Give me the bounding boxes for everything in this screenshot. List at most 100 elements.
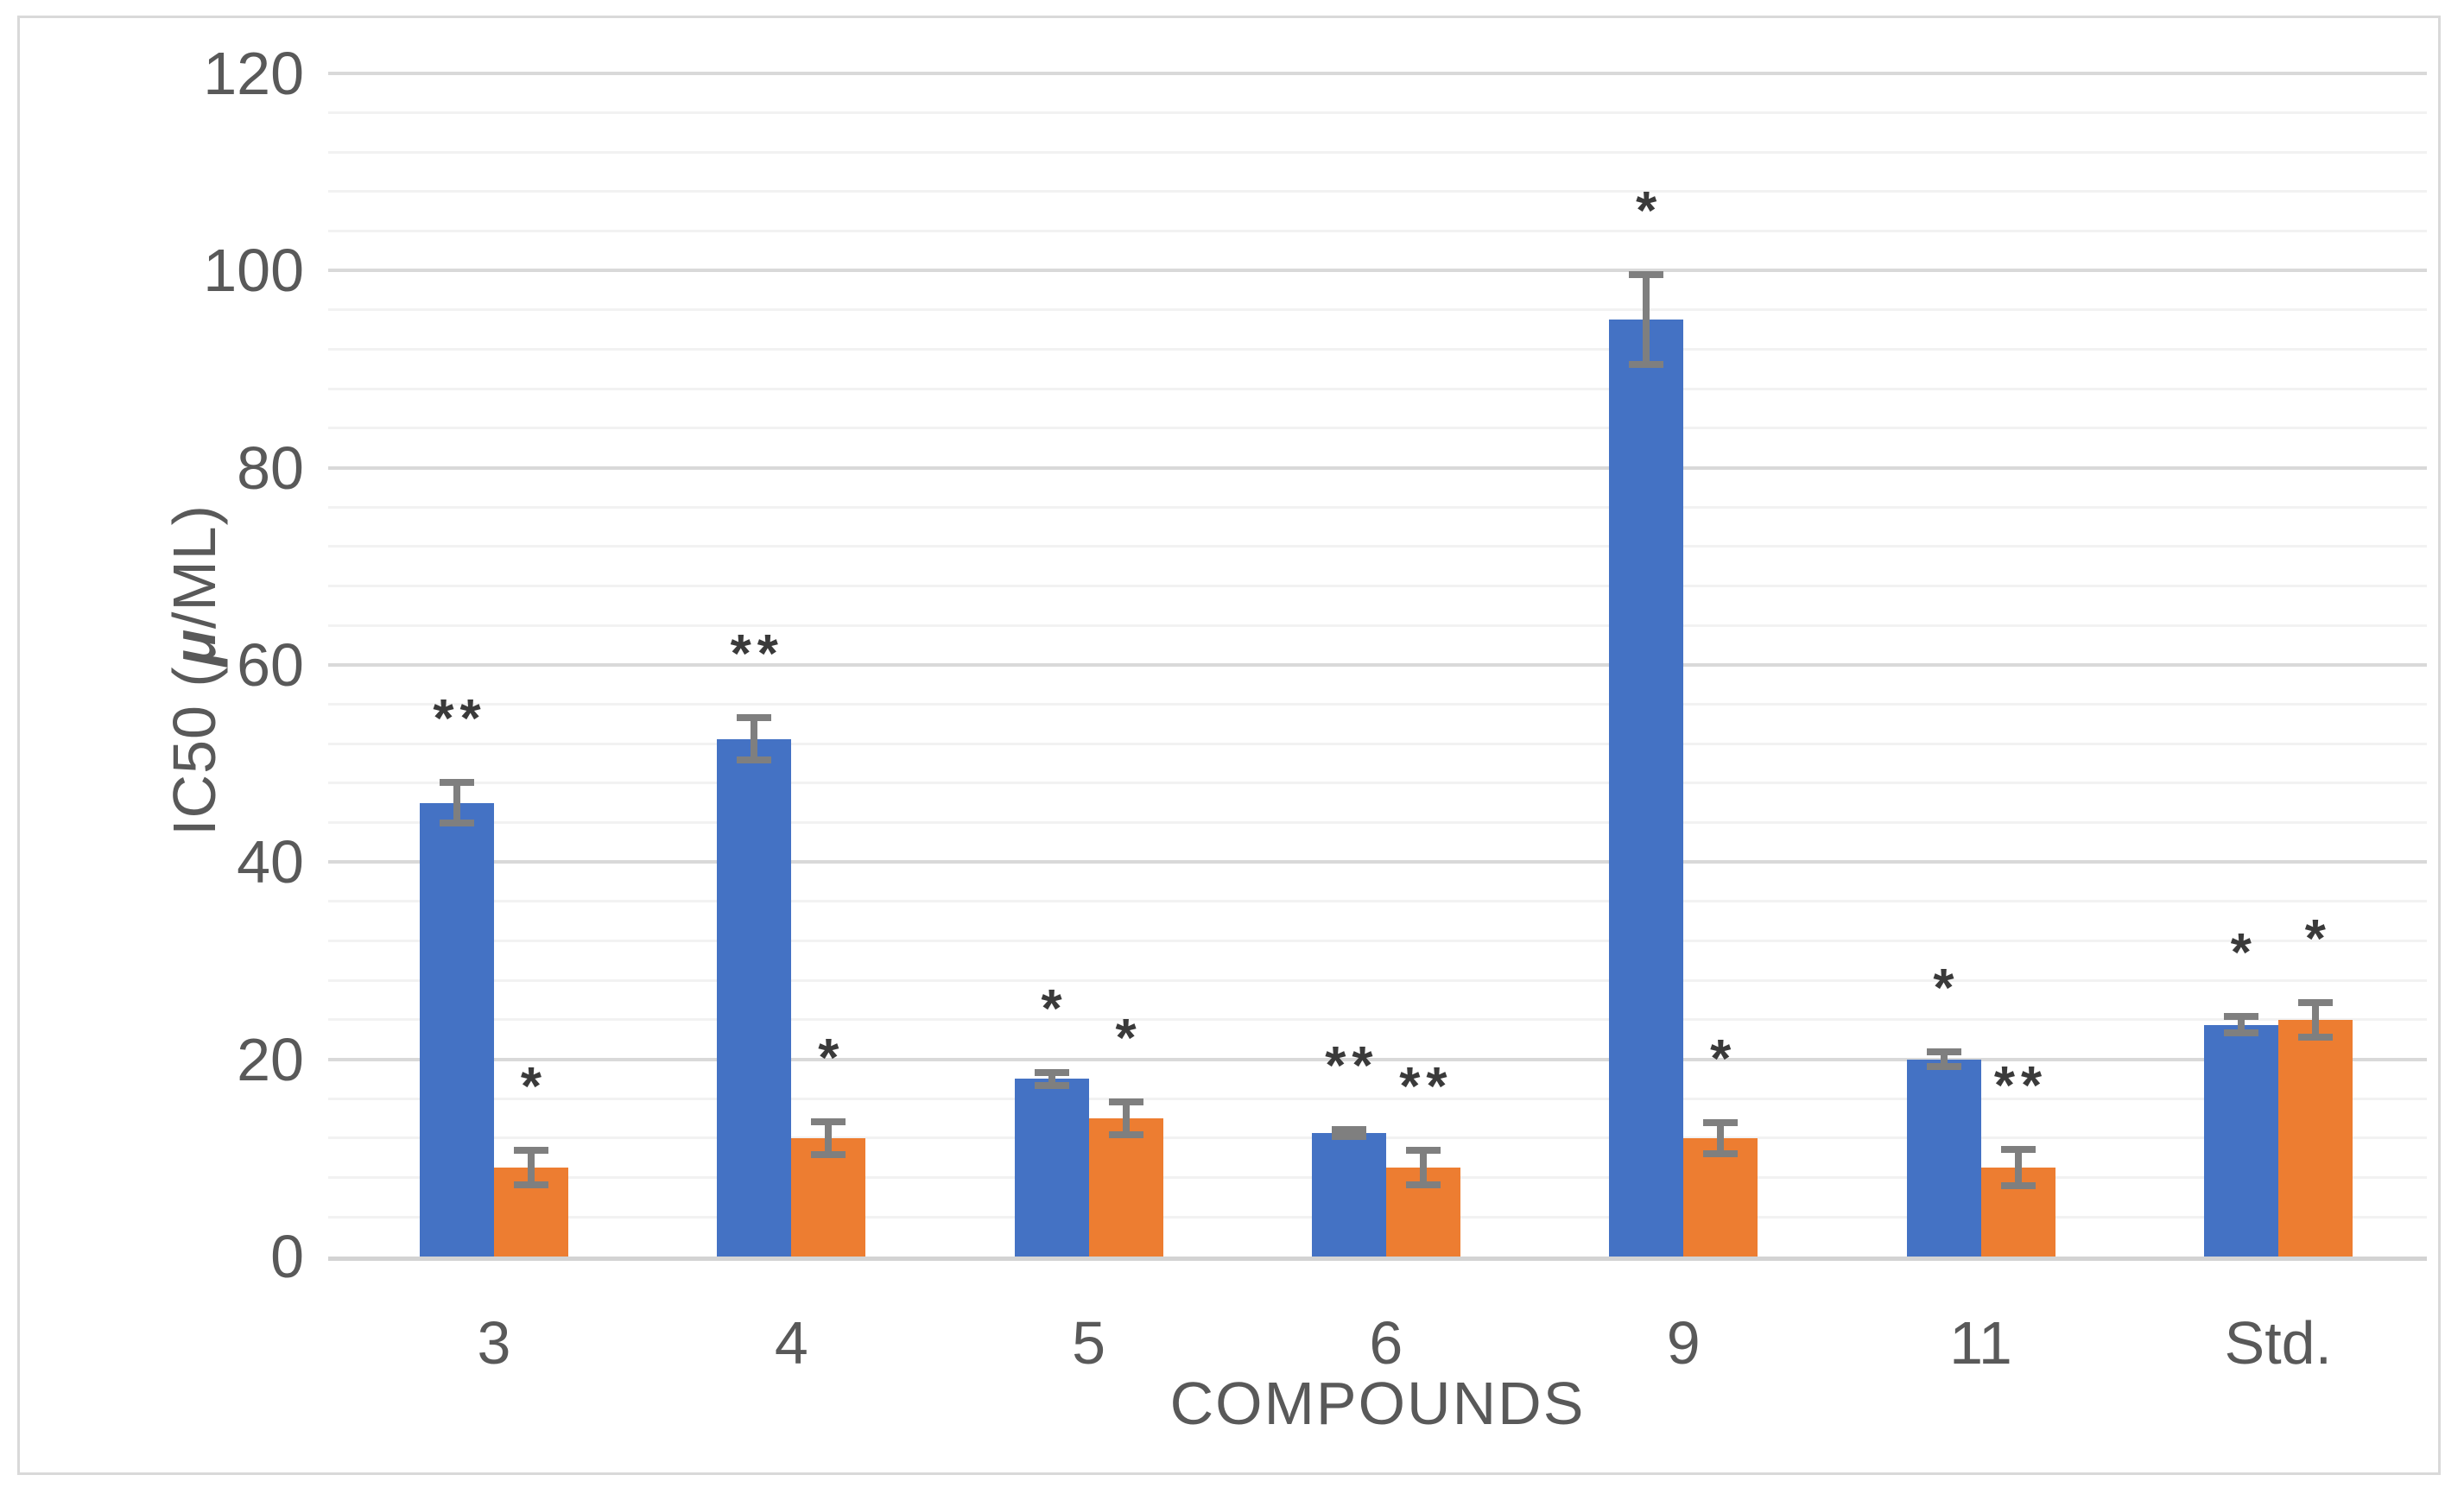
significance-blue-3: ** — [433, 689, 487, 750]
significance-orange-9: * — [1710, 1029, 1738, 1090]
gridline-minor — [328, 900, 2427, 903]
gridline-minor — [328, 940, 2427, 943]
error-bar-part — [2223, 1029, 2258, 1037]
error-bar-part — [1122, 1098, 1130, 1138]
error-bar-orange-Std. — [2297, 999, 2333, 1041]
error-bar-part — [811, 1118, 846, 1126]
error-bar-part — [2237, 1013, 2245, 1037]
error-bar-part — [2311, 999, 2319, 1041]
bar-blue-11 — [1906, 1059, 1981, 1257]
error-bar-part — [737, 714, 772, 722]
significance-orange-11: ** — [1993, 1056, 2049, 1117]
gridline-minor — [328, 1097, 2427, 1100]
gridline-minor — [328, 1018, 2427, 1022]
gridline-major — [328, 860, 2427, 864]
error-bar-part — [1643, 271, 1650, 369]
y-tick-label: 80 — [237, 434, 304, 502]
bar-orange-Std. — [2277, 1019, 2353, 1257]
error-bar-orange-11 — [2000, 1146, 2036, 1190]
significance-orange-3: * — [520, 1057, 548, 1117]
error-bar-part — [737, 756, 772, 764]
error-bar-orange-3 — [514, 1147, 548, 1189]
error-bar-part — [1405, 1147, 1441, 1155]
x-tick-label: 9 — [1666, 1309, 1701, 1377]
gridline-minor — [328, 978, 2427, 982]
y-tick-label: 60 — [237, 630, 304, 699]
error-bar-part — [1926, 1063, 1961, 1071]
significance-blue-5: * — [1041, 979, 1068, 1040]
error-bar-part — [825, 1118, 833, 1158]
error-bar-part — [1034, 1069, 1069, 1077]
gridline-major — [328, 71, 2427, 75]
gridline-minor — [328, 545, 2427, 548]
gridline-minor — [328, 230, 2427, 233]
error-bar-part — [1703, 1149, 1739, 1157]
gridline-minor — [328, 703, 2427, 706]
significance-blue-4: ** — [730, 624, 784, 685]
y-axis-title-mu: μ — [161, 629, 228, 667]
error-bar-part — [1048, 1069, 1055, 1089]
y-tick-label: 20 — [237, 1025, 304, 1093]
bar-blue-5 — [1014, 1079, 1089, 1257]
bar-orange-4 — [791, 1137, 866, 1257]
gridline-minor — [328, 348, 2427, 351]
gridline-minor — [328, 782, 2427, 785]
error-bar-part — [440, 779, 474, 787]
error-bar-part — [1034, 1081, 1069, 1089]
error-bar-part — [811, 1150, 846, 1158]
gridline-major — [328, 1057, 2427, 1061]
error-bar-part — [1405, 1181, 1441, 1189]
error-bar-part — [2000, 1146, 2036, 1154]
bar-blue-9 — [1609, 320, 1684, 1257]
gridline-minor — [328, 427, 2427, 430]
error-bar-part — [1419, 1147, 1427, 1189]
x-tick-label: 6 — [1369, 1309, 1403, 1377]
x-tick-label: 3 — [477, 1309, 511, 1377]
bar-blue-Std. — [2203, 1024, 2278, 1257]
x-tick-label: Std. — [2224, 1309, 2333, 1377]
gridline-minor — [328, 308, 2427, 312]
error-bar-blue-11 — [1926, 1048, 1961, 1071]
y-axis-title: IC50 (μ/ML) — [160, 282, 229, 1059]
gridline-minor — [328, 505, 2427, 509]
significance-blue-6: ** — [1325, 1036, 1379, 1097]
gridline-minor — [328, 150, 2427, 154]
x-axis-title: COMPOUNDS — [1169, 1370, 1586, 1437]
x-tick-label: 11 — [1949, 1309, 2012, 1377]
error-bar-part — [2000, 1182, 2036, 1190]
y-tick-label: 0 — [270, 1223, 304, 1290]
gridline-minor — [328, 624, 2427, 627]
error-bar-blue-5 — [1034, 1069, 1069, 1089]
gridline-minor — [328, 190, 2427, 193]
bar-orange-5 — [1088, 1118, 1163, 1257]
error-bar-blue-4 — [737, 714, 772, 764]
gridline-major — [328, 465, 2427, 470]
significance-orange-4: * — [818, 1029, 846, 1089]
error-bar-blue-9 — [1629, 271, 1664, 369]
x-tick-label: 4 — [774, 1309, 808, 1377]
gridline-minor — [328, 821, 2427, 825]
error-bar-part — [1108, 1098, 1143, 1106]
error-bar-part — [1703, 1119, 1739, 1127]
y-tick-label: 100 — [203, 237, 304, 305]
error-bar-part — [514, 1147, 548, 1155]
error-bar-part — [1331, 1126, 1366, 1134]
error-bar-part — [2297, 1033, 2333, 1041]
error-bar-part — [1629, 361, 1664, 369]
error-bar-part — [2014, 1146, 2022, 1190]
error-bar-part — [440, 820, 474, 827]
gridline-minor — [328, 111, 2427, 115]
significance-orange-5: * — [1115, 1009, 1143, 1069]
error-bar-part — [453, 779, 460, 827]
error-bar-orange-5 — [1108, 1098, 1143, 1138]
gridline-major — [328, 269, 2427, 273]
error-bar-part — [2297, 999, 2333, 1007]
error-bar-part — [1629, 271, 1664, 279]
error-bar-blue-3 — [440, 779, 474, 827]
significance-blue-11: * — [1933, 959, 1960, 1019]
gridline-minor — [328, 585, 2427, 588]
error-bar-blue-6 — [1331, 1126, 1366, 1141]
error-bar-orange-6 — [1405, 1147, 1441, 1189]
